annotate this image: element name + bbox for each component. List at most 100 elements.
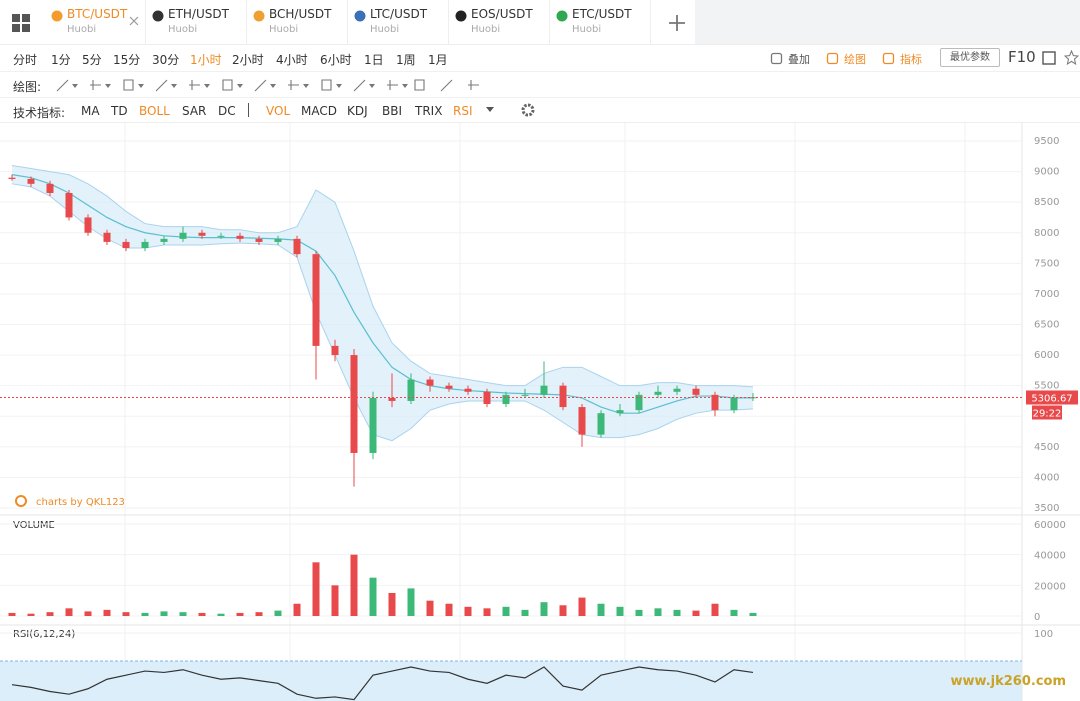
params-button[interactable]: 最优参数 (940, 48, 1000, 67)
drawing-tool[interactable] (89, 78, 113, 92)
indicator[interactable]: TD (111, 104, 128, 118)
toolbar-icon[interactable] (826, 52, 839, 65)
volume-bar (616, 606, 624, 616)
candle-body (369, 397, 377, 453)
timeframe[interactable]: 1分 (51, 53, 71, 67)
volume-bar (502, 606, 510, 616)
menu-icon[interactable] (12, 14, 30, 32)
indicator[interactable]: RSI (453, 104, 473, 118)
coin-icon (354, 10, 366, 22)
volume-bar (103, 609, 111, 616)
indicator[interactable]: MACD (301, 104, 337, 118)
timeframe[interactable]: 2小时 (232, 53, 264, 67)
timeframe[interactable]: 1月 (428, 53, 448, 67)
drawing-tool[interactable] (56, 78, 80, 92)
tab-symbol: BTC/USDT (67, 7, 128, 21)
indicator-dropdown[interactable] (486, 107, 495, 113)
drawing-tool[interactable] (155, 78, 179, 92)
tab-close[interactable] (129, 16, 139, 26)
candle-body (578, 407, 586, 435)
settings-icon[interactable] (520, 102, 536, 118)
candle-body (122, 241, 130, 249)
rsi-label: RSI(6,12,24) (13, 629, 75, 640)
indicator[interactable]: BBI (382, 104, 403, 118)
indicator[interactable]: KDJ (347, 104, 368, 118)
timeframe[interactable]: 5分 (82, 53, 102, 67)
coin-icon (455, 10, 467, 22)
coin-icon-circle (556, 10, 568, 22)
candle-body (312, 254, 320, 346)
candle-body (84, 217, 92, 233)
drawing-tool[interactable] (188, 78, 212, 92)
volume-bar (483, 608, 491, 616)
drawing-tool-shape (90, 80, 101, 90)
toolbar-icon[interactable] (882, 52, 895, 65)
timeframe[interactable]: 4小时 (276, 53, 308, 67)
drawing-tool-shape (123, 79, 134, 91)
timeframe[interactable]: 30分 (152, 53, 180, 67)
toolbar-icon[interactable] (770, 52, 783, 65)
drawing-tool[interactable] (413, 78, 437, 92)
drawing-tool[interactable] (440, 78, 464, 92)
drawing-tool[interactable] (320, 78, 344, 92)
symbol-tab[interactable]: ETH/USDT Huobi (146, 0, 247, 44)
volume-tick-label: 60000 (1034, 520, 1066, 531)
drawing-tool[interactable] (386, 78, 410, 92)
indicator[interactable]: VOL (266, 104, 291, 118)
f10-button[interactable]: F10 (1008, 48, 1036, 66)
candle-body (616, 410, 624, 414)
volume-bar (445, 603, 453, 616)
symbol-tab[interactable]: EOS/USDT Huobi (449, 0, 550, 44)
boll-upper (11, 164, 754, 388)
drawing-tool[interactable] (221, 78, 245, 92)
toolbar-item[interactable]: 叠加 (788, 53, 810, 66)
star-icon[interactable] (1064, 50, 1079, 65)
timeframe[interactable]: 15分 (113, 53, 141, 67)
toolbar-icon-shape (770, 52, 783, 65)
volume-tick-label: 0 (1034, 612, 1040, 623)
timeframe[interactable]: 分时 (13, 53, 38, 67)
drawing-tool[interactable] (287, 78, 311, 92)
candle-body (141, 241, 149, 249)
volume-bar (8, 612, 16, 616)
candle-body (483, 391, 491, 405)
y-tick-label: 8000 (1034, 228, 1059, 239)
indicator[interactable]: DC (218, 104, 236, 118)
fullscreen-icon[interactable] (1042, 51, 1056, 65)
toolbar-item[interactable]: 指标 (900, 53, 922, 66)
volume-bar (540, 602, 548, 616)
candle-body (673, 388, 681, 392)
drawing-tool-caret (72, 84, 78, 88)
tab-symbol: LTC/USDT (370, 7, 428, 21)
symbol-tab[interactable]: BTC/USDT Huobi (45, 0, 146, 44)
timeframe[interactable]: 1日 (364, 53, 384, 67)
drawing-tool[interactable] (467, 78, 491, 92)
symbol-tab[interactable]: LTC/USDT Huobi (348, 0, 449, 44)
add-tab[interactable] (668, 14, 686, 32)
toolbar-item[interactable]: 绘图 (844, 53, 866, 66)
star-shape (1064, 50, 1079, 65)
drawing-tool-caret (270, 84, 276, 88)
y-tick-label: 4000 (1034, 472, 1059, 483)
site-watermark: www.jk260.com (951, 674, 1067, 689)
indicator[interactable]: SAR (182, 104, 207, 118)
timeframe[interactable]: 1周 (396, 53, 416, 67)
symbol-tab[interactable]: ETC/USDT Huobi (550, 0, 651, 44)
indicator[interactable]: TRIX (415, 104, 443, 118)
drawing-tool[interactable] (122, 78, 146, 92)
drawing-tool-caret (237, 84, 243, 88)
indicator[interactable]: MA (81, 104, 100, 118)
toolbar-icon-shape (826, 52, 839, 65)
volume-bar (84, 611, 92, 616)
y-tick-label: 7000 (1034, 289, 1059, 300)
symbol-tab[interactable]: BCH/USDT Huobi (247, 0, 348, 44)
indicator[interactable]: BOLL (139, 104, 170, 118)
timeframe[interactable]: 6小时 (320, 53, 352, 67)
volume-bar (141, 612, 149, 616)
drawing-tool[interactable] (254, 78, 278, 92)
volume-bar (711, 603, 719, 616)
drawing-tool[interactable] (353, 78, 377, 92)
timeframe[interactable]: 1小时 (190, 53, 222, 67)
y-tick-label: 4500 (1034, 442, 1059, 453)
